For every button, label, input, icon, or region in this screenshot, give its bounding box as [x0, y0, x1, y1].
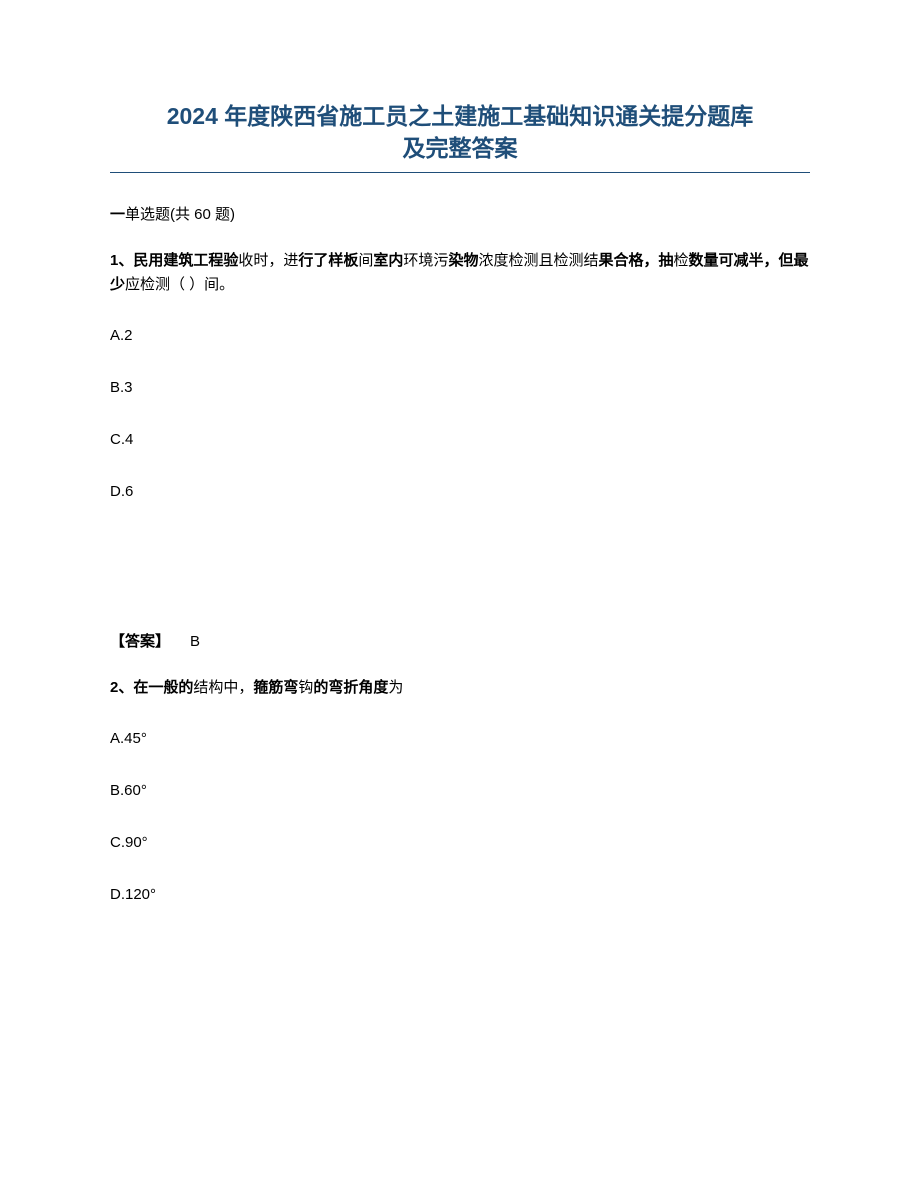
- q1-n6: 应检测（ ）间。: [125, 276, 234, 293]
- section-prefix: 一: [110, 206, 125, 223]
- q2-option-c: C.90°: [110, 834, 810, 851]
- q1-n1: 收时，进: [238, 252, 298, 269]
- answer-label: 【答案】: [110, 633, 170, 650]
- section-text: 单选题(共 60 题): [125, 206, 235, 223]
- q1-b4: 染物: [448, 252, 478, 269]
- document-title: 2024 年度陕西省施工员之土建施工基础知识通关提分题库 及完整答案: [110, 100, 810, 164]
- q2-option-a: A.45°: [110, 730, 810, 747]
- q1-n3: 环境污: [403, 252, 448, 269]
- title-line-1: 2024 年度陕西省施工员之土建施工基础知识通关提分题库: [167, 103, 754, 129]
- q2-option-b: B.60°: [110, 782, 810, 799]
- q1-option-c: C.4: [110, 431, 810, 448]
- q1-number: 1、: [110, 252, 133, 269]
- q1-answer: 【答案】 B: [110, 630, 810, 651]
- title-underline: [110, 172, 810, 173]
- q1-b1: 民用建筑工程验: [133, 252, 238, 269]
- q2-n1: 结构中，: [193, 679, 253, 696]
- q2-b1: 在一般的: [133, 679, 193, 696]
- q2-number: 2、: [110, 679, 133, 696]
- q2-b3: 的弯折角度: [313, 679, 388, 696]
- q1-option-d: D.6: [110, 483, 810, 500]
- q2-n3: 为: [388, 679, 403, 696]
- q1-option-a: A.2: [110, 327, 810, 344]
- section-header: 一单选题(共 60 题): [110, 203, 810, 224]
- q1-b5: 果合格，抽: [598, 252, 673, 269]
- q1-b2: 行了样板: [298, 252, 358, 269]
- q2-b2: 箍筋弯: [253, 679, 298, 696]
- q1-n5: 检: [673, 252, 688, 269]
- question-1: 1、民用建筑工程验收时，进行了样板间室内环境污染物浓度检测且检测结果合格，抽检数…: [110, 249, 810, 297]
- q1-n4: 浓度检测且检测结: [478, 252, 598, 269]
- q2-option-d: D.120°: [110, 886, 810, 903]
- q1-n2: 间: [358, 252, 373, 269]
- title-line-2: 及完整答案: [403, 135, 518, 161]
- q1-option-b: B.3: [110, 379, 810, 396]
- question-2: 2、在一般的结构中，箍筋弯钩的弯折角度为: [110, 676, 810, 700]
- q1-b3: 室内: [373, 252, 403, 269]
- q2-n2: 钩: [298, 679, 313, 696]
- answer-value: B: [190, 633, 200, 650]
